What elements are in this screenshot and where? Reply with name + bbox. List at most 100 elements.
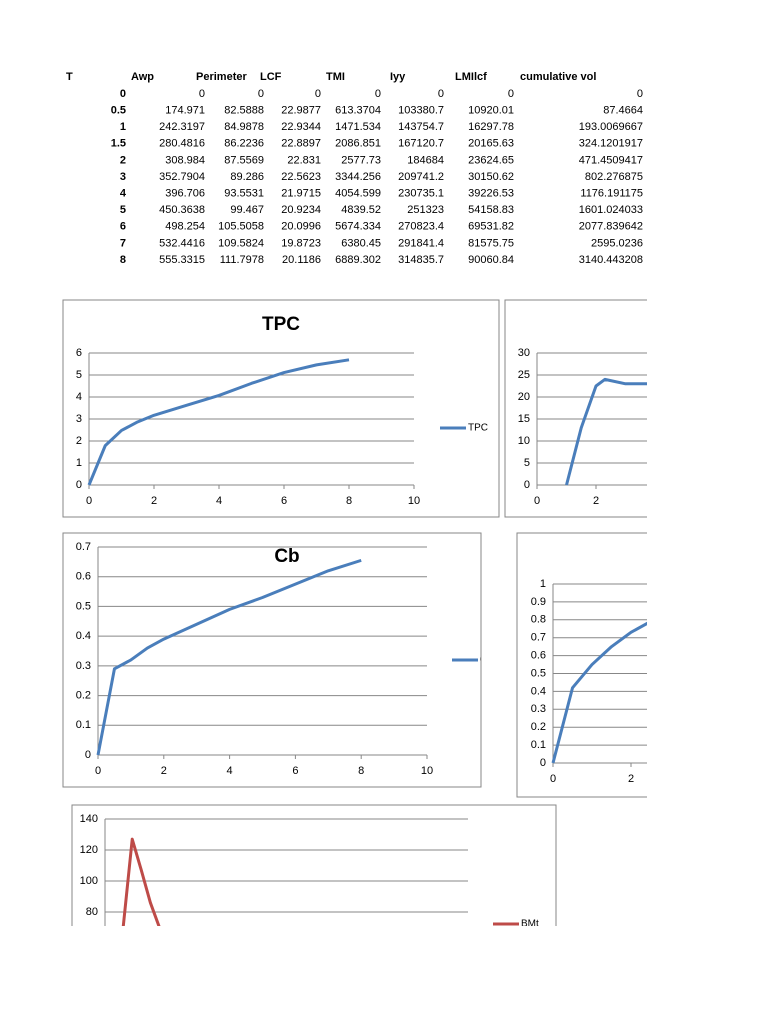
x-tick-label: 2 [151, 495, 157, 507]
x-tick-label: 0 [95, 765, 101, 777]
y-tick-label: 0.8 [531, 614, 546, 626]
table-cell: 20.1186 [282, 254, 321, 266]
table-cell: 20.9234 [281, 204, 321, 216]
sheet-content: T Awp Perimeter LCF TMI Iyy LMIlcf cumulative v… [62, 71, 647, 930]
table-cell: 86.2236 [224, 138, 264, 150]
y-tick-label: 0 [76, 479, 82, 491]
table-cell: 8 [120, 254, 126, 266]
y-tick-label: 1 [76, 457, 82, 469]
table-cell: 270823.4 [398, 221, 444, 233]
column-header: Perimeter [196, 71, 247, 83]
table-cell: 0 [637, 88, 643, 100]
table-cell: 555.3315 [159, 254, 205, 266]
table-cell: 4839.52 [341, 204, 381, 216]
x-tick-label: 2 [593, 495, 599, 507]
table-cell: 3140.443208 [579, 254, 643, 266]
legend-label: C B [480, 655, 497, 666]
legend-label: BMt [521, 919, 539, 930]
y-tick-label: 0.6 [76, 571, 91, 583]
y-tick-label: 0.4 [531, 685, 546, 697]
table-cell: 1.5 [111, 138, 126, 150]
y-tick-label: 0.1 [76, 719, 91, 731]
chart-body: 80 100 120 140 BMt [80, 813, 539, 930]
table-cell: 5 [120, 204, 126, 216]
table-cell: 6 [120, 221, 126, 233]
table-cell: 0 [120, 88, 126, 100]
y-tick-label: 120 [80, 844, 98, 856]
table-cell: 0 [258, 88, 264, 100]
table-cell: 532.4416 [159, 237, 205, 249]
column-header: cumulative vol [520, 71, 596, 83]
table-cell: 6889.302 [335, 254, 381, 266]
column-header: LCF [260, 71, 282, 83]
table-cell: 2577.73 [341, 154, 381, 166]
legend-label: TPC [468, 423, 488, 434]
table-cell: 291841.4 [398, 237, 444, 249]
y-tick-label: 0.7 [76, 541, 91, 553]
y-tick-label: 2 [76, 435, 82, 447]
y-tick-label: 0.3 [531, 703, 546, 715]
column-header: LMIlcf [455, 71, 487, 83]
table-cell: 396.706 [165, 188, 205, 200]
table-cell: 5674.334 [335, 221, 381, 233]
y-tick-label: 0.7 [531, 632, 546, 644]
series-line [87, 358, 350, 486]
table-cell: 22.8897 [281, 138, 321, 150]
y-tick-label: 0.9 [531, 596, 546, 608]
table-cell: 10920.01 [468, 105, 514, 117]
table-cell: 280.4816 [159, 138, 205, 150]
table-cell: 450.3638 [159, 204, 205, 216]
y-tick-label: 25 [518, 369, 530, 381]
table-cell: 19.8723 [281, 237, 321, 249]
table-cell: 22.831 [287, 154, 321, 166]
table-cell: 23624.65 [468, 154, 514, 166]
chart-frame [504, 299, 647, 518]
table-cell: 20165.63 [468, 138, 514, 150]
series-line [121, 837, 161, 926]
table-cell: 1 [120, 121, 126, 133]
y-tick-label: 1 [540, 578, 546, 590]
table-cell: 6380.45 [341, 237, 381, 249]
table-cell: 498.254 [165, 221, 205, 233]
y-tick-label: 0 [524, 479, 530, 491]
table-cell: 3 [120, 171, 126, 183]
table-cell: 20.0996 [281, 221, 321, 233]
table-cell: 314835.7 [398, 254, 444, 266]
table-cell: 69531.82 [468, 221, 514, 233]
chart-title: TPC [262, 314, 300, 335]
x-tick-label: 4 [227, 765, 233, 777]
y-tick-label: 140 [80, 813, 98, 825]
y-tick-label: 80 [86, 906, 98, 918]
table-cell: 230735.1 [398, 188, 444, 200]
x-tick-label: 10 [408, 495, 420, 507]
table-cell: 471.4509417 [579, 154, 643, 166]
table-cell: 39226.53 [468, 188, 514, 200]
x-tick-label: 8 [358, 765, 364, 777]
table-cell: 2077.839642 [579, 221, 643, 233]
table-cell: 0 [375, 88, 381, 100]
y-tick-label: 0.6 [531, 650, 546, 662]
y-tick-label: 15 [518, 413, 530, 425]
table-cell: 1471.534 [335, 121, 381, 133]
column-header: T [66, 71, 73, 83]
x-tick-label: 8 [346, 495, 352, 507]
x-tick-label: 4 [216, 495, 222, 507]
table-cell: 109.5824 [218, 237, 264, 249]
chart: 0 0.1 0.2 0.3 0.4 0.5 0.6 0.7 0.8 0.9 1 0 2 [516, 532, 647, 798]
y-tick-label: 6 [76, 347, 82, 359]
table-cell: 4054.599 [335, 188, 381, 200]
column-header: Iyy [390, 71, 406, 83]
table-cell: 87.4664 [603, 105, 643, 117]
table-cell: 3344.256 [335, 171, 381, 183]
table-cell: 22.9877 [281, 105, 321, 117]
table-cell: 89.286 [230, 171, 264, 183]
table-cell: 2595.0236 [591, 237, 643, 249]
table-cell: 21.9715 [281, 188, 321, 200]
table-cell: 184684 [407, 154, 444, 166]
table-cell: 0 [199, 88, 205, 100]
x-tick-label: 0 [86, 495, 92, 507]
table-cell: 308.984 [165, 154, 205, 166]
table-cell: 0 [438, 88, 444, 100]
